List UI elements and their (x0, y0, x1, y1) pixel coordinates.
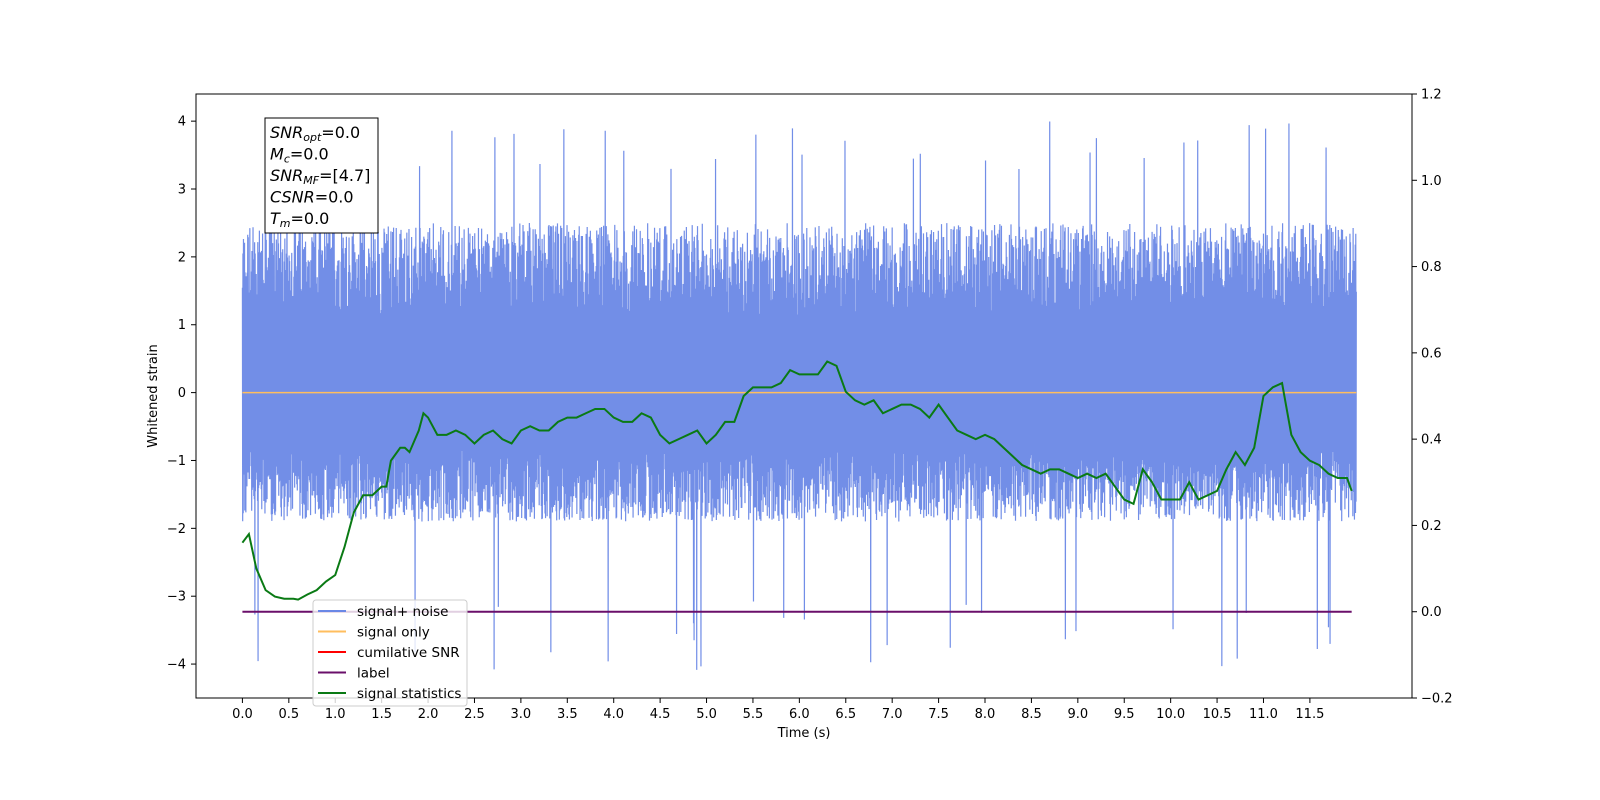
legend: signal+ noise signal only cumilative SNR la… (312, 599, 468, 707)
signal-statistics-line (241, 360, 1353, 601)
x-tick-label: 0.0 (232, 707, 253, 722)
x-tick-label: 10.0 (1156, 707, 1185, 722)
legend-frame (312, 599, 468, 707)
plot-area (241, 121, 1357, 670)
y-left-tick-label: 0 (178, 386, 186, 401)
legend-entry: cumilative SNR (357, 645, 460, 661)
y-right-tick-label: 0.0 (1421, 605, 1442, 620)
info-line: SNRopt=0.0 (270, 123, 360, 144)
y-right-tick-label: 0.2 (1421, 519, 1442, 534)
noise-trace-line (241, 121, 1357, 670)
x-axis: 0.0 0.5 1.0 1.5 2.0 2.5 3.0 3.5 4.0 4.5 5.0 5.5 6.0 6… (232, 698, 1324, 722)
x-tick-label: 10.5 (1203, 707, 1232, 722)
x-tick-label: 8.5 (1021, 707, 1042, 722)
x-tick-label: 4.5 (650, 707, 671, 722)
x-tick-label: 8.0 (975, 707, 996, 722)
y-right-tick-label: 1.0 (1421, 174, 1442, 189)
x-tick-label: 6.5 (835, 707, 856, 722)
y-left-tick-label: 2 (178, 250, 186, 265)
x-tick-label: 6.0 (789, 707, 810, 722)
plot-frame (195, 93, 1413, 699)
x-tick-label: 1.5 (371, 707, 392, 722)
info-box-frame (264, 117, 379, 234)
series-signal-statistics (241, 360, 1353, 601)
y-right-tick-label: 0.4 (1421, 433, 1442, 448)
y-right-tick-label: −0.2 (1421, 692, 1453, 707)
y-axis-right: 1.2 1.0 0.8 0.6 0.4 0.2 0.0 −0.2 (1412, 88, 1453, 707)
x-tick-label: 11.5 (1295, 707, 1324, 722)
x-tick-label: 1.0 (325, 707, 346, 722)
legend-entry: signal only (357, 625, 430, 641)
x-tick-label: 11.0 (1249, 707, 1278, 722)
x-axis-label: Time (s) (777, 726, 831, 741)
x-tick-label: 0.5 (278, 707, 299, 722)
x-tick-label: 2.0 (418, 707, 439, 722)
y-right-tick-label: 0.8 (1421, 260, 1442, 275)
x-tick-label: 4.0 (603, 707, 624, 722)
y-right-tick-label: 1.2 (1421, 88, 1442, 103)
x-tick-label: 9.0 (1067, 707, 1088, 722)
legend-entry: signal+ noise (357, 604, 448, 620)
x-tick-label: 3.0 (511, 707, 532, 722)
x-tick-label: 3.5 (557, 707, 578, 722)
y-left-tick-label: 3 (178, 183, 186, 198)
series-signal-noise (241, 121, 1357, 670)
info-line: CSNR=0.0 (270, 188, 354, 207)
x-tick-label: 2.5 (464, 707, 485, 722)
x-tick-label: 9.5 (1114, 707, 1135, 722)
y-right-tick-label: 0.6 (1421, 346, 1442, 361)
info-line: Tm=0.0 (270, 209, 329, 230)
x-tick-label: 7.0 (882, 707, 903, 722)
legend-entry: label (357, 666, 390, 682)
y-left-tick-label: 1 (178, 318, 186, 333)
y-left-tick-label: −4 (167, 658, 186, 673)
y-axis-label: Whitened strain (146, 344, 161, 447)
y-axis-left: 4 3 2 1 0 −1 −2 −3 −4 (167, 115, 196, 673)
legend-entry: signal statistics (357, 686, 461, 702)
y-left-tick-label: −3 (167, 590, 186, 605)
info-line: SNRMF=[4.7] (270, 166, 370, 187)
y-left-tick-label: −2 (167, 522, 186, 537)
x-tick-label: 7.5 (928, 707, 949, 722)
y-left-tick-label: −1 (167, 454, 186, 469)
x-tick-label: 5.5 (743, 707, 764, 722)
info-line: Mc=0.0 (270, 145, 329, 166)
x-tick-label: 5.0 (696, 707, 717, 722)
y-left-tick-label: 4 (178, 115, 186, 130)
